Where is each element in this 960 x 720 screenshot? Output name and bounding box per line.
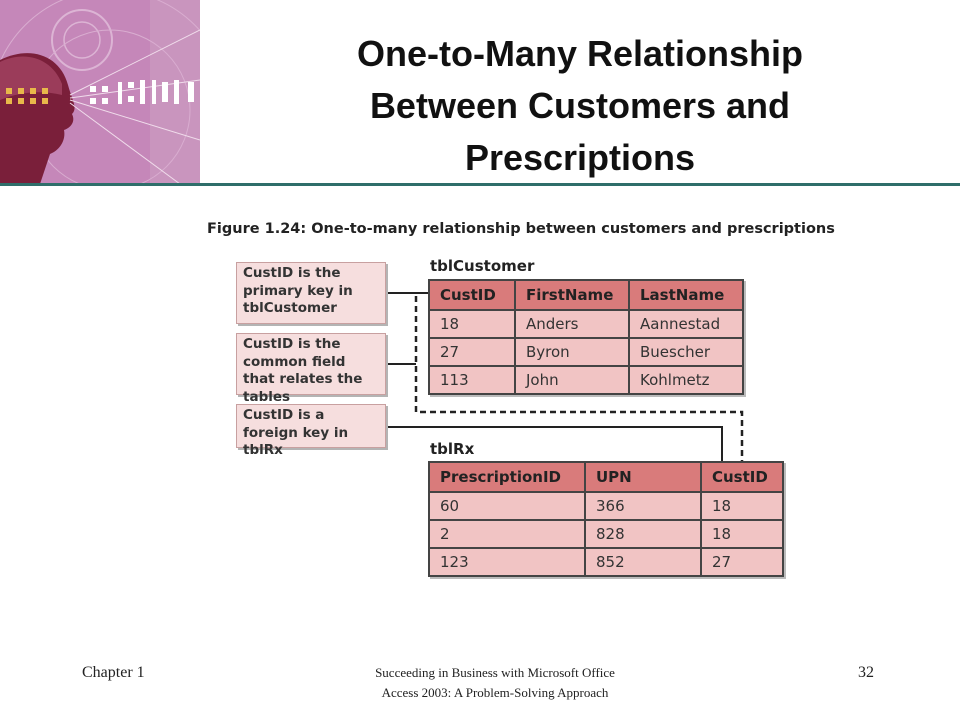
decorative-face-art <box>0 0 200 184</box>
table-cell: 852 <box>584 547 702 577</box>
table-cell: 18 <box>700 519 784 549</box>
table-cell: Buescher <box>628 337 744 367</box>
table-row: 113 John Kohlmetz <box>428 365 744 395</box>
table-cell: Kohlmetz <box>628 365 744 395</box>
table-cell: Byron <box>514 337 630 367</box>
table-cell: 828 <box>584 519 702 549</box>
table-cell: 113 <box>428 365 516 395</box>
column-header: PrescriptionID <box>428 461 586 493</box>
table-row: 27 Byron Buescher <box>428 337 744 367</box>
table-cell: 366 <box>584 491 702 521</box>
table-cell: 123 <box>428 547 586 577</box>
table-row: 123 852 27 <box>428 547 784 577</box>
table-cell: 60 <box>428 491 586 521</box>
table-header-row: CustID FirstName LastName <box>428 279 744 311</box>
table-cell: 27 <box>428 337 516 367</box>
customer-table-name: tblCustomer <box>430 257 535 275</box>
footer-page-number: 32 <box>858 664 874 681</box>
callout-common-field: CustID is the common field that relates … <box>236 333 386 405</box>
table-cell: 2 <box>428 519 586 549</box>
footer-book-line: Access 2003: A Problem-Solving Approach <box>381 685 609 700</box>
column-header: CustID <box>700 461 784 493</box>
title-line: Between Customers and <box>369 85 791 126</box>
figure-caption: Figure 1.24: One-to-many relationship be… <box>207 221 835 237</box>
slide-title: One-to-Many Relationship Between Custome… <box>235 28 925 184</box>
column-header: UPN <box>584 461 702 493</box>
title-line: Prescriptions <box>464 137 696 178</box>
column-header: FirstName <box>514 279 630 311</box>
customer-table: CustID FirstName LastName 18 Anders Aann… <box>428 279 744 395</box>
table-row: 2 828 18 <box>428 519 784 549</box>
table-row: 60 366 18 <box>428 491 784 521</box>
table-cell: Anders <box>514 309 630 339</box>
column-header: CustID <box>428 279 516 311</box>
table-header-row: PrescriptionID UPN CustID <box>428 461 784 493</box>
title-line: One-to-Many Relationship <box>356 33 803 74</box>
callout-foreign-key: CustID is a foreign key in tblRx <box>236 404 386 458</box>
column-header: LastName <box>628 279 744 311</box>
footer-chapter: Chapter 1 <box>82 664 145 681</box>
rx-table-name: tblRx <box>430 440 475 458</box>
table-cell: 18 <box>700 491 784 521</box>
table-cell: 27 <box>700 547 784 577</box>
table-cell: John <box>514 365 630 395</box>
title-divider <box>0 183 960 186</box>
footer-book-line: Succeeding in Business with Microsoft Of… <box>375 665 615 680</box>
table-cell: Aannestad <box>628 309 744 339</box>
callout-primary-key: CustID is the primary key in tblCustomer <box>236 262 386 324</box>
table-cell: 18 <box>428 309 516 339</box>
rx-table: PrescriptionID UPN CustID 60 366 18 2 82… <box>428 461 784 577</box>
table-row: 18 Anders Aannestad <box>428 309 744 339</box>
footer-book-title: Succeeding in Business with Microsoft Of… <box>300 663 690 703</box>
